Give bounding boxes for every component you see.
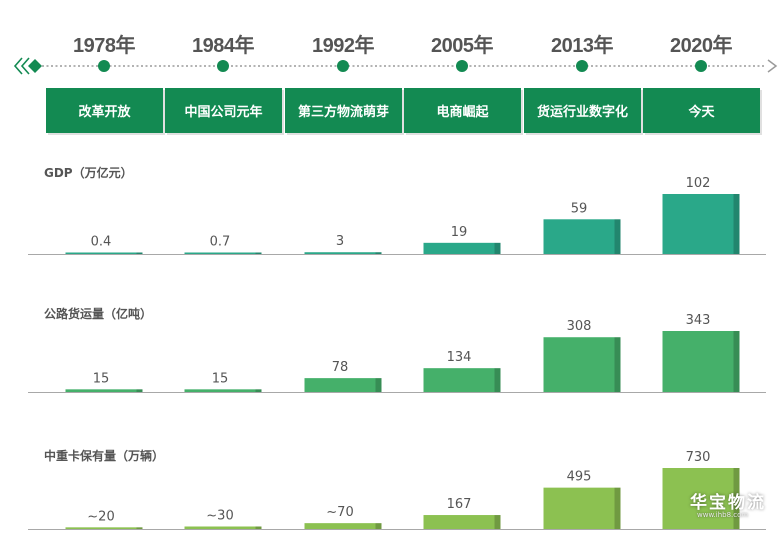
bar-1-5 — [662, 331, 734, 392]
bar-side-1-4 — [614, 337, 621, 392]
bar-side-2-3 — [494, 515, 501, 529]
bar-side-1-0 — [136, 389, 143, 392]
bar-side-0-1 — [255, 252, 262, 254]
timeline-dot-1 — [217, 60, 229, 72]
chart-title-gdp: GDP（万亿元） — [44, 166, 133, 180]
era-box-0: 改革开放 — [46, 88, 163, 133]
bar-side-0-4 — [614, 219, 621, 254]
era-box-5: 今天 — [643, 88, 760, 133]
bar-side-1-5 — [733, 331, 740, 392]
end-arrow-icon — [767, 59, 778, 73]
bar-2-3 — [423, 515, 495, 529]
bar-0-1 — [184, 252, 256, 254]
bar-1-0 — [65, 389, 137, 392]
bar-side-2-2 — [375, 523, 382, 529]
data-label-2-1: ~30 — [206, 508, 233, 523]
data-label-0-2: 3 — [336, 234, 344, 249]
timeline-dot-2 — [337, 60, 349, 72]
timeline-year-0: 1978年 — [73, 35, 136, 57]
bar-side-2-4 — [614, 487, 621, 529]
timeline-year-4: 2013年 — [551, 35, 614, 57]
timeline-year-5: 2020年 — [670, 35, 733, 57]
bar-side-0-3 — [494, 242, 501, 254]
watermark-logo: 华宝物流 — [690, 493, 766, 513]
left-chevron-icon-2 — [20, 57, 30, 75]
start-diamond-icon — [28, 59, 42, 73]
data-label-2-2: ~70 — [326, 505, 353, 520]
data-label-0-0: 0.4 — [91, 235, 112, 250]
bar-side-1-2 — [375, 378, 382, 392]
bar-1-3 — [423, 368, 495, 392]
data-label-1-1: 15 — [212, 371, 229, 386]
bar-1-4 — [543, 337, 615, 392]
bar-1-1 — [184, 389, 256, 392]
bar-side-2-1 — [255, 526, 262, 529]
bar-0-3 — [423, 242, 495, 254]
bar-2-5 — [662, 468, 734, 529]
data-label-0-5: 102 — [686, 176, 711, 191]
bar-0-4 — [543, 219, 615, 254]
bar-side-2-5 — [733, 468, 740, 529]
bar-1-2 — [304, 378, 376, 392]
data-label-1-5: 343 — [686, 313, 711, 328]
era-box-3: 电商崛起 — [404, 88, 521, 133]
data-label-2-4: 495 — [567, 470, 592, 485]
chart-panel-0: 0.4 0.7 3 19 59 102 — [28, 176, 766, 255]
timeline — [13, 57, 778, 75]
timeline-dot-4 — [576, 60, 588, 72]
bar-side-1-1 — [255, 389, 262, 392]
timeline-year-2: 1992年 — [312, 35, 375, 57]
timeline-dot-5 — [695, 60, 707, 72]
era-box-4: 货运行业数字化 — [524, 88, 641, 133]
era-box-1: 中国公司元年 — [165, 88, 282, 133]
data-label-2-3: 167 — [447, 497, 472, 512]
chart-title-trucks: 中重卡保有量（万辆） — [44, 449, 165, 463]
data-label-2-0: ~20 — [87, 509, 114, 524]
data-label-0-1: 0.7 — [210, 235, 231, 250]
bar-0-5 — [662, 194, 734, 254]
chart-panel-2: ~20 ~30 ~70 167 495 730 — [28, 450, 766, 530]
bar-2-1 — [184, 526, 256, 529]
data-label-1-4: 308 — [567, 319, 592, 334]
data-label-1-2: 78 — [332, 360, 349, 375]
bar-2-0 — [65, 527, 137, 529]
chart-panel-1: 15 15 78 134 308 343 — [28, 313, 766, 393]
left-chevron-icon — [13, 57, 23, 75]
data-label-1-3: 134 — [447, 350, 472, 365]
data-label-1-0: 15 — [93, 371, 110, 386]
bar-side-0-2 — [375, 252, 382, 254]
data-label-0-4: 59 — [571, 201, 588, 216]
bar-side-0-5 — [733, 194, 740, 254]
bar-0-2 — [304, 252, 376, 254]
bar-side-2-0 — [136, 527, 143, 529]
chart-title-freight: 公路货运量（亿吨） — [44, 307, 153, 321]
data-label-0-3: 19 — [451, 225, 468, 240]
timeline-dot-3 — [456, 60, 468, 72]
bar-0-0 — [65, 252, 137, 254]
bar-2-2 — [304, 523, 376, 529]
timeline-dot-0 — [98, 60, 110, 72]
era-box-2: 第三方物流萌芽 — [285, 88, 402, 133]
data-label-2-5: 730 — [686, 450, 711, 465]
bar-side-1-3 — [494, 368, 501, 392]
timeline-year-1: 1984年 — [192, 35, 255, 57]
bar-2-4 — [543, 487, 615, 529]
watermark-url: www.ihb8.com — [697, 511, 749, 519]
timeline-year-3: 2005年 — [431, 35, 494, 57]
bar-side-0-0 — [136, 252, 143, 254]
